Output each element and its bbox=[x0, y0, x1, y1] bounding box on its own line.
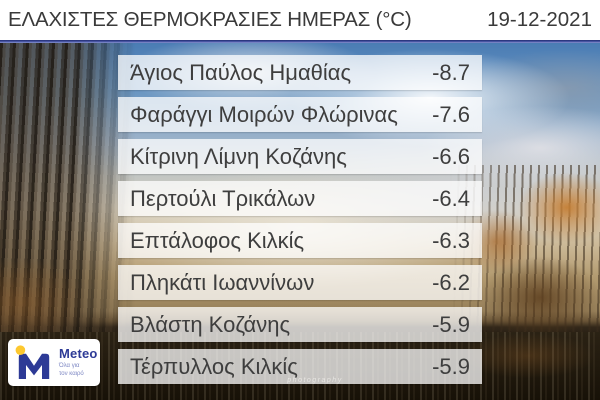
table-row: Περτούλι Τρικάλων -6.4 bbox=[118, 181, 482, 216]
temperature-value: -7.6 bbox=[432, 101, 470, 127]
date-label: 19-12-2021 bbox=[487, 8, 592, 31]
header-bar: ΕΛΑΧΙΣΤΕΣ ΘΕΡΜΟΚΡΑΣΙΕΣ ΗΜΕΡΑΣ (°C) 19-12… bbox=[0, 0, 600, 40]
location-label: Περτούλι Τρικάλων bbox=[130, 185, 316, 211]
temperature-value: -6.4 bbox=[432, 185, 470, 211]
location-label: Φαράγγι Μοιρών Φλώρινας bbox=[130, 101, 398, 127]
logo-text: Meteo Όλα για τον καιρό bbox=[59, 345, 98, 379]
meteo-logo: Meteo Όλα για τον καιρό bbox=[8, 339, 100, 386]
table-row: Φαράγγι Μοιρών Φλώρινας -7.6 bbox=[118, 97, 482, 132]
location-label: Τέρπυλλος Κιλκίς bbox=[130, 353, 298, 379]
table-row: Βλάστη Κοζάνης -5.9 bbox=[118, 307, 482, 342]
bare-trees-left bbox=[0, 43, 135, 345]
logo-tagline: Όλα για τον καιρό bbox=[59, 363, 98, 379]
location-label: Πληκάτι Ιωαννίνων bbox=[130, 269, 315, 295]
page-title: ΕΛΑΧΙΣΤΕΣ ΘΕΡΜΟΚΡΑΣΙΕΣ ΗΜΕΡΑΣ (°C) bbox=[8, 8, 412, 31]
temperature-table: Άγιος Παύλος Ημαθίας -8.7 Φαράγγι Μοιρών… bbox=[118, 55, 482, 384]
location-label: Βλάστη Κοζάνης bbox=[130, 311, 291, 337]
temperature-value: -6.3 bbox=[432, 227, 470, 253]
temperature-value: -5.9 bbox=[432, 353, 470, 379]
location-label: Επτάλοφος Κιλκίς bbox=[130, 227, 305, 253]
location-label: Κίτρινη Λίμνη Κοζάνης bbox=[130, 143, 347, 169]
meteo-m-icon bbox=[15, 344, 50, 379]
temperature-value: -5.9 bbox=[432, 311, 470, 337]
temperature-value: -6.6 bbox=[432, 143, 470, 169]
logo-name: Meteo bbox=[59, 345, 98, 361]
meteo-dot-icon bbox=[15, 344, 26, 355]
logo-tagline-line1: Όλα για bbox=[59, 362, 80, 369]
location-label: Άγιος Παύλος Ημαθίας bbox=[130, 59, 352, 85]
logo-tagline-line2: τον καιρό bbox=[59, 370, 84, 377]
table-row: Πληκάτι Ιωαννίνων -6.2 bbox=[118, 265, 482, 300]
header-divider bbox=[0, 40, 600, 43]
table-row: Άγιος Παύλος Ημαθίας -8.7 bbox=[118, 55, 482, 90]
table-row: Κίτρινη Λίμνη Κοζάνης -6.6 bbox=[118, 139, 482, 174]
table-row: Τέρπυλλος Κιλκίς -5.9 bbox=[118, 349, 482, 384]
temperature-value: -8.7 bbox=[432, 59, 470, 85]
temperature-value: -6.2 bbox=[432, 269, 470, 295]
table-row: Επτάλοφος Κιλκίς -6.3 bbox=[118, 223, 482, 258]
